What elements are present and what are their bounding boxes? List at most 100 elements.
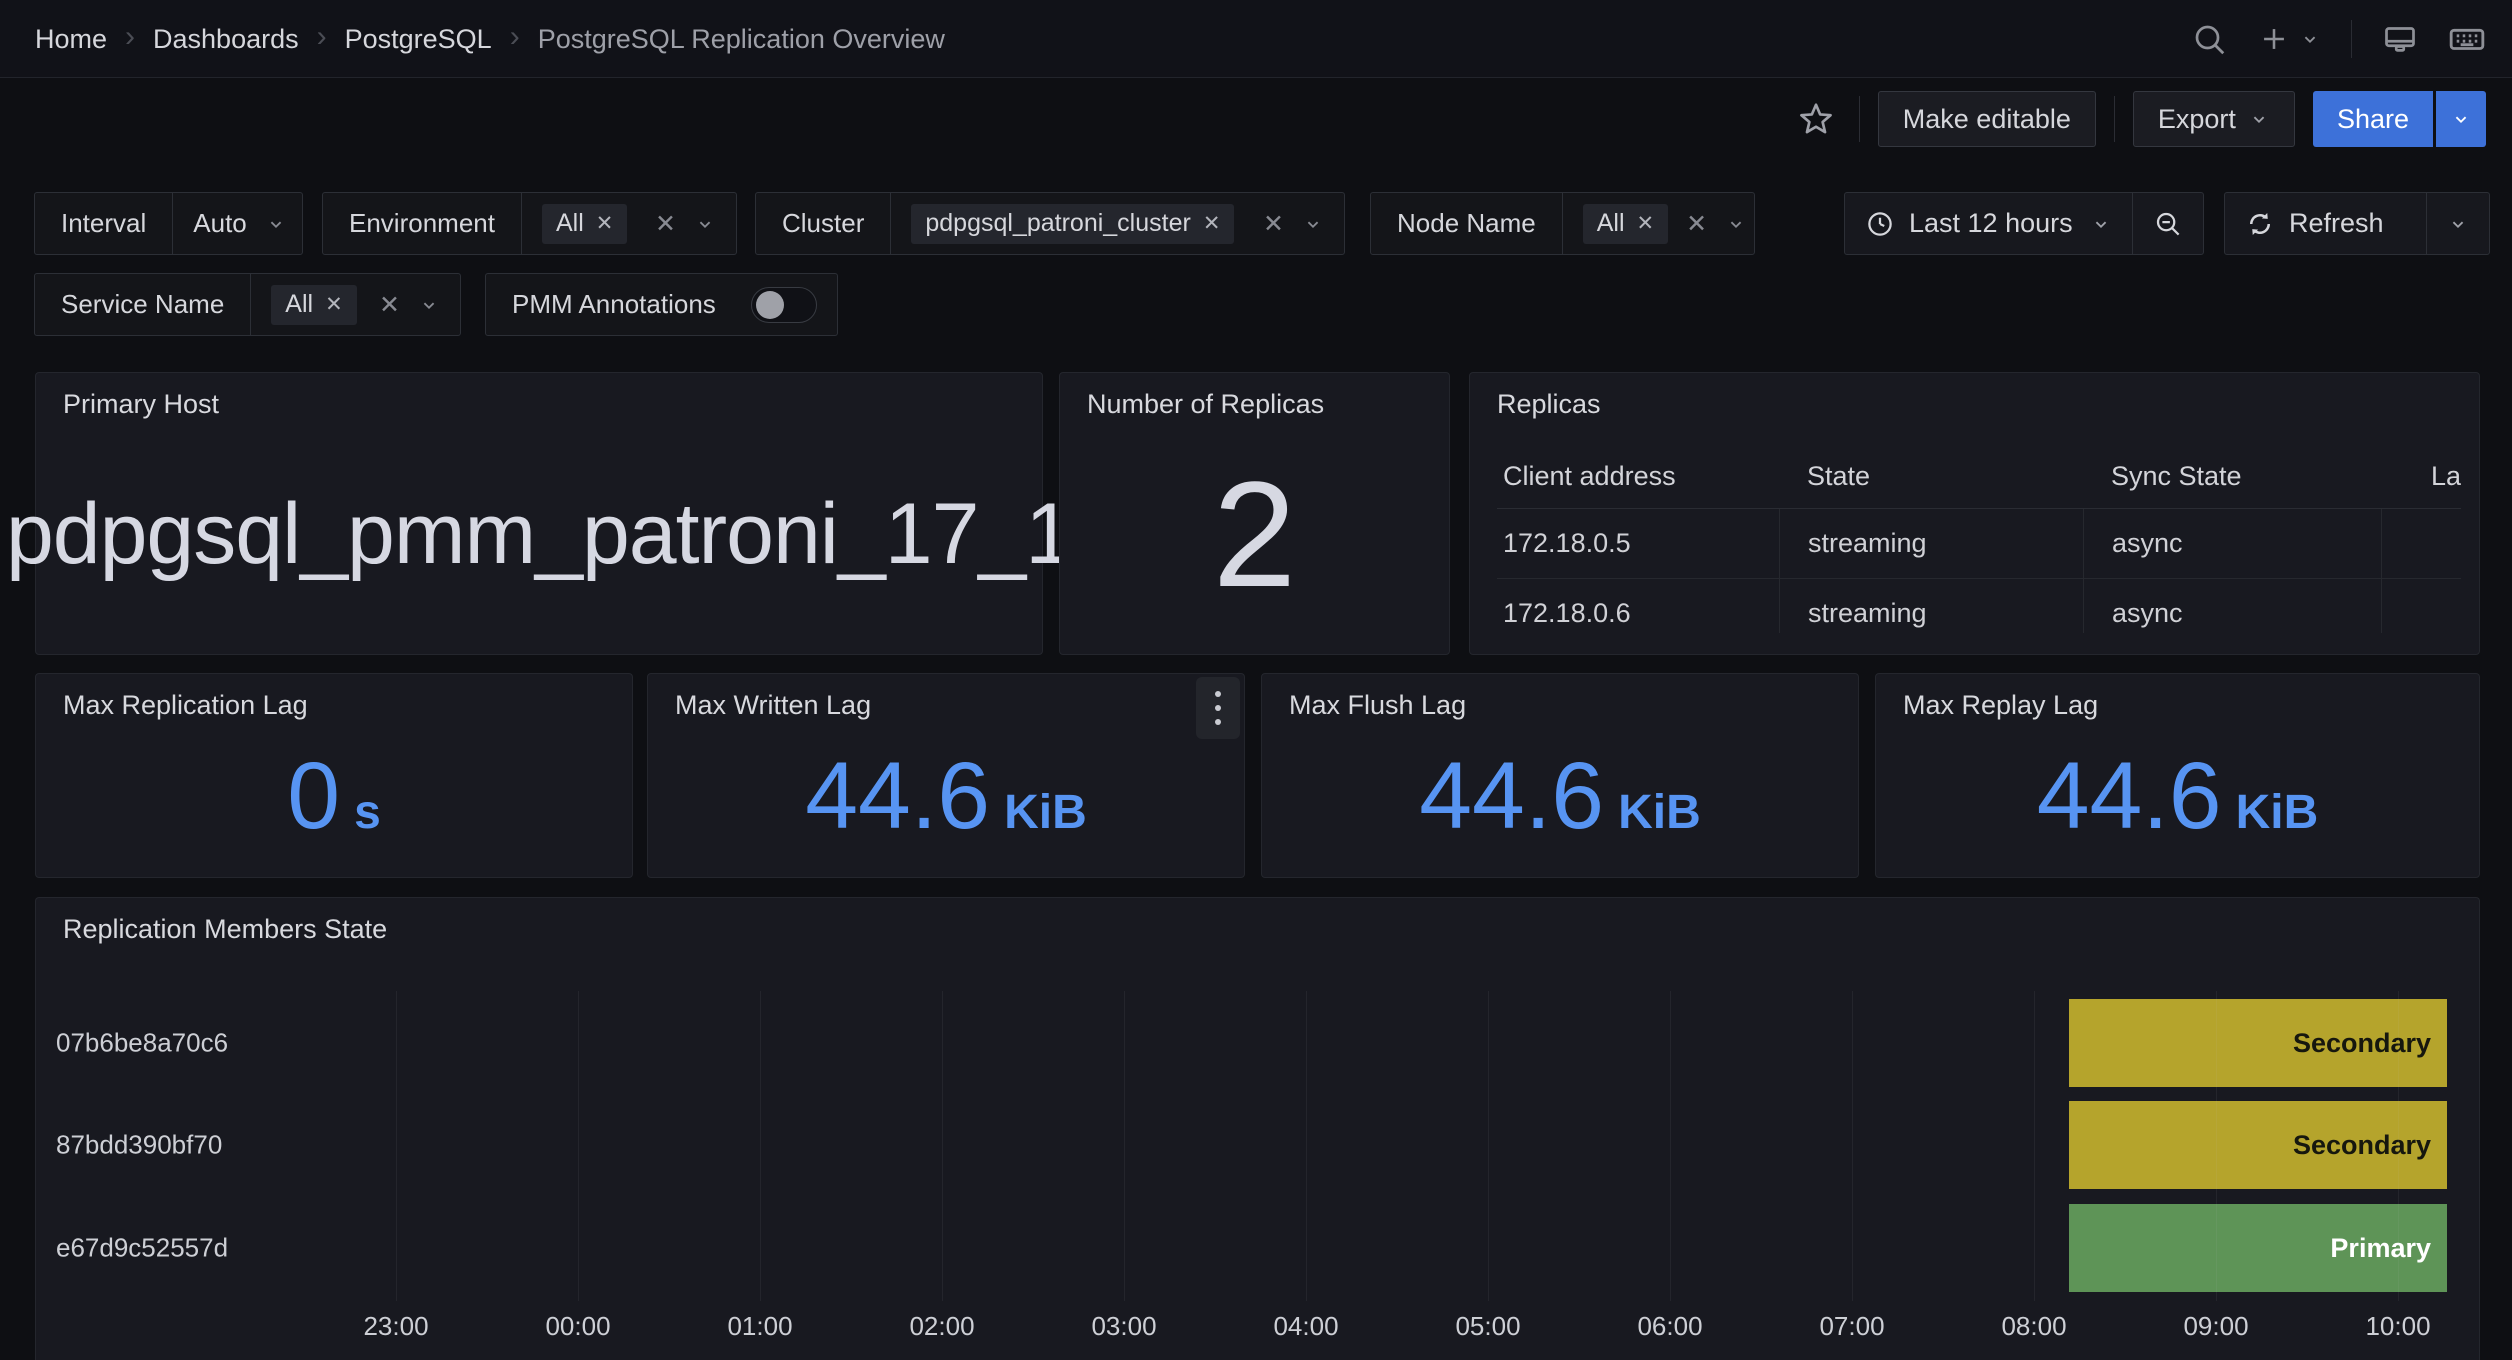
max-written-lag-panel: Max Written Lag 44.6KiB <box>647 673 1245 878</box>
timeline-row-label: e67d9c52557d <box>56 1233 228 1264</box>
share-menu-button[interactable] <box>2436 91 2486 147</box>
environment-select[interactable]: All ✕ ✕ <box>521 193 736 254</box>
remove-icon[interactable]: ✕ <box>325 292 343 317</box>
column-header[interactable]: Client address <box>1497 461 1779 492</box>
interval-variable: Interval Auto <box>34 192 303 255</box>
stat-value: 0 <box>287 742 340 851</box>
timeline-row-label: 87bdd390bf70 <box>56 1130 222 1161</box>
keyboard-icon[interactable] <box>2448 20 2486 58</box>
table-cell: 172.18.0.5 <box>1497 528 1779 559</box>
breadcrumb-home[interactable]: Home <box>35 24 107 55</box>
chevron-down-icon <box>2299 28 2321 50</box>
zoom-out-button[interactable] <box>2132 193 2203 254</box>
chevron-down-icon[interactable] <box>1725 213 1747 235</box>
replica-count-panel: Number of Replicas 2 <box>1059 372 1450 655</box>
max-flush-lag-panel: Max Flush Lag 44.6KiB <box>1261 673 1859 878</box>
primary-host-value: pdpgsql_pmm_patroni_17_1 <box>6 485 1072 584</box>
cluster-select[interactable]: pdpgsql_patroni_cluster ✕ ✕ <box>890 193 1344 254</box>
x-axis-tick-label: 06:00 <box>1637 1311 1702 1342</box>
chevron-down-icon[interactable] <box>694 213 716 235</box>
x-axis-tick-label: 04:00 <box>1273 1311 1338 1342</box>
chip-label: pdpgsql_patroni_cluster <box>925 209 1190 238</box>
nav-divider <box>2351 20 2352 58</box>
breadcrumb-separator: › <box>510 20 520 58</box>
remove-icon[interactable]: ✕ <box>1637 211 1655 236</box>
refresh-interval-button[interactable] <box>2426 193 2489 254</box>
breadcrumb-postgresql[interactable]: PostgreSQL <box>345 24 492 55</box>
service-name-chip[interactable]: All ✕ <box>271 285 356 325</box>
refresh-button[interactable]: Refresh <box>2225 193 2426 254</box>
clear-icon[interactable]: ✕ <box>655 209 676 239</box>
export-button[interactable]: Export <box>2133 91 2295 147</box>
chevron-down-icon <box>265 213 287 235</box>
clear-icon[interactable]: ✕ <box>1263 209 1284 239</box>
node-name-label: Node Name <box>1371 193 1562 254</box>
primary-host-panel: Primary Host pdpgsql_pmm_patroni_17_1 <box>35 372 1043 655</box>
time-range-button[interactable]: Last 12 hours <box>1845 193 2132 254</box>
column-header[interactable]: State <box>1779 461 2083 492</box>
refresh-label: Refresh <box>2289 208 2384 239</box>
gridline <box>1670 991 1671 1301</box>
chevron-down-icon[interactable] <box>1302 213 1324 235</box>
environment-chip[interactable]: All ✕ <box>542 204 627 244</box>
remove-icon[interactable]: ✕ <box>1203 211 1221 236</box>
node-name-chip[interactable]: All ✕ <box>1583 204 1668 244</box>
gridline <box>396 991 397 1301</box>
panel-title: Max Replay Lag <box>1903 690 2098 721</box>
pmm-annotations-control: PMM Annotations <box>485 273 838 336</box>
stat-unit: KiB <box>1618 785 1701 840</box>
cluster-chip[interactable]: pdpgsql_patroni_cluster ✕ <box>911 204 1234 244</box>
pmm-annotations-label: PMM Annotations <box>486 274 742 335</box>
x-axis-tick-label: 08:00 <box>2001 1311 2066 1342</box>
breadcrumb-dashboards[interactable]: Dashboards <box>153 24 299 55</box>
star-icon[interactable] <box>1797 100 1835 138</box>
toolbar-divider <box>2114 96 2115 142</box>
table-cell <box>2381 579 2461 633</box>
pmm-annotations-toggle[interactable] <box>751 287 817 323</box>
export-button-label: Export <box>2158 104 2236 135</box>
column-header[interactable]: Sync State <box>2083 461 2381 492</box>
interval-select[interactable]: Auto <box>172 193 307 254</box>
table-cell: 172.18.0.6 <box>1497 598 1779 629</box>
replica-count-value: 2 <box>1213 448 1296 621</box>
interval-value: Auto <box>193 208 247 239</box>
timeline-row-label: 07b6be8a70c6 <box>56 1028 228 1059</box>
x-axis-tick-label: 10:00 <box>2365 1311 2430 1342</box>
panel-title: Replicas <box>1497 389 1601 420</box>
node-name-select[interactable]: All ✕ ✕ <box>1562 193 1767 254</box>
search-icon[interactable] <box>2191 21 2227 57</box>
stat-unit: s <box>354 785 381 840</box>
table-header-row: Client address State Sync State La <box>1497 445 2461 509</box>
refresh-picker: Refresh <box>2224 192 2490 255</box>
service-name-select[interactable]: All ✕ ✕ <box>250 274 460 335</box>
panel-title: Max Written Lag <box>675 690 871 721</box>
gridline <box>2216 991 2217 1301</box>
service-name-variable: Service Name All ✕ ✕ <box>34 273 461 336</box>
gridline <box>2034 991 2035 1301</box>
make-editable-button[interactable]: Make editable <box>1878 91 2096 147</box>
table-cell: async <box>2083 579 2381 633</box>
share-button[interactable]: Share <box>2313 91 2433 147</box>
breadcrumb-separator: › <box>317 20 327 58</box>
gridline <box>1852 991 1853 1301</box>
clear-icon[interactable]: ✕ <box>1686 209 1707 239</box>
remove-icon[interactable]: ✕ <box>596 211 614 236</box>
breadcrumb-separator: › <box>125 20 135 58</box>
x-axis-tick-label: 05:00 <box>1455 1311 1520 1342</box>
toolbar-divider <box>1859 96 1860 142</box>
chevron-down-icon[interactable] <box>418 294 440 316</box>
panel-title: Max Flush Lag <box>1289 690 1466 721</box>
refresh-icon <box>2245 209 2275 239</box>
x-axis-tick-label: 09:00 <box>2183 1311 2248 1342</box>
x-axis-tick-label: 07:00 <box>1819 1311 1884 1342</box>
add-dashboard-button[interactable] <box>2257 22 2321 56</box>
monitor-icon[interactable] <box>2382 21 2418 57</box>
gridline <box>578 991 579 1301</box>
top-nav: Home › Dashboards › PostgreSQL › Postgre… <box>0 0 2512 78</box>
table-cell: streaming <box>1779 509 2083 578</box>
node-name-variable: Node Name All ✕ ✕ <box>1370 192 1755 255</box>
clear-icon[interactable]: ✕ <box>379 290 400 320</box>
panel-menu-button[interactable] <box>1196 677 1240 739</box>
column-header[interactable]: La <box>2381 461 2461 492</box>
replicas-table: Client address State Sync State La 172.1… <box>1497 445 2461 633</box>
